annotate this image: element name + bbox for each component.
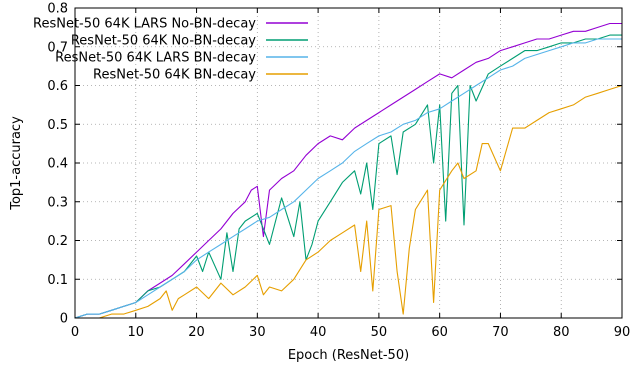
y-tick-label: 0	[60, 312, 68, 327]
y-tick-label: 0.1	[47, 273, 68, 288]
series-line-4	[75, 84, 623, 319]
x-axis-label: Epoch (ResNet-50)	[288, 348, 409, 363]
x-tick-label: 70	[492, 325, 509, 340]
x-tick-label: 80	[553, 325, 570, 340]
y-tick-label: 0.6	[47, 79, 68, 94]
y-axis-label: Top1-accuracy	[9, 116, 24, 211]
y-tick-label: 0.5	[47, 118, 68, 133]
x-tick-label: 10	[128, 325, 145, 340]
y-tick-label: 0.4	[47, 157, 68, 172]
legend: ResNet-50 64K LARS No-BN-decay ResNet-50 …	[33, 17, 308, 83]
legend-label-3: ResNet-50 64K LARS BN-decay	[55, 51, 256, 66]
x-tick-label: 20	[188, 325, 205, 340]
series-line-1	[74, 22, 622, 319]
x-tick-label: 0	[71, 325, 79, 340]
x-tick-label: 30	[249, 325, 266, 340]
y-tick-label: 0.2	[47, 234, 68, 249]
x-tick-label: 90	[614, 325, 631, 340]
x-tick-label: 40	[310, 325, 327, 340]
legend-label-4: ResNet-50 64K BN-decay	[93, 68, 256, 83]
axis-ticks: 0 10 20 30 40 50 60 70 80 90 0 0.1 0.2 0.3 0.4 0.5 0.6 0.…	[47, 2, 630, 341]
x-tick-label: 60	[431, 325, 448, 340]
legend-label-1: ResNet-50 64K LARS No-BN-decay	[33, 17, 256, 32]
x-tick-label: 50	[371, 325, 388, 340]
series-line-2	[74, 34, 622, 319]
legend-label-2: ResNet-50 64K No-BN-decay	[71, 34, 256, 49]
series-line-3	[74, 38, 622, 319]
y-tick-label: 0.3	[47, 195, 68, 210]
y-tick-label: 0.7	[47, 40, 68, 55]
y-tick-label: 0.8	[47, 2, 68, 17]
series-lines	[74, 22, 623, 319]
